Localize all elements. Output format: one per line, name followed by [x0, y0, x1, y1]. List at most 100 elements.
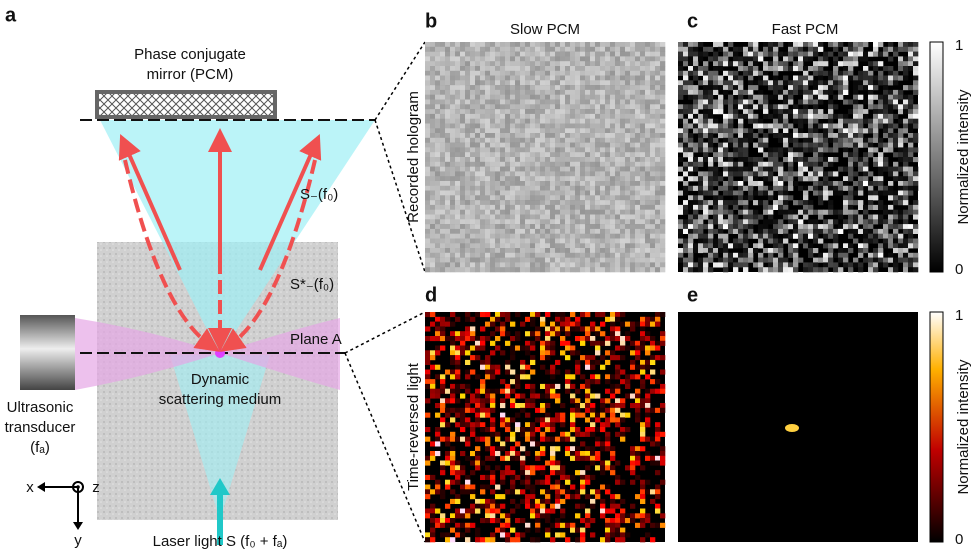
- pixel: [878, 234, 883, 239]
- pixel: [590, 114, 595, 119]
- pixel: [550, 52, 555, 57]
- pixel: [858, 133, 863, 138]
- pixel: [798, 52, 803, 57]
- pixel: [878, 100, 883, 105]
- pixel: [803, 80, 808, 85]
- pixel: [510, 80, 515, 85]
- pixel: [490, 248, 495, 253]
- pixel: [495, 186, 500, 191]
- pixel: [733, 253, 738, 258]
- pixel: [445, 80, 450, 85]
- pixel: [763, 138, 768, 143]
- pixel: [480, 42, 485, 47]
- pixel: [560, 171, 565, 176]
- pixel: [510, 224, 515, 229]
- pixel: [688, 215, 693, 220]
- pixel: [645, 80, 650, 85]
- pixel: [803, 200, 808, 205]
- pixel: [590, 360, 595, 365]
- pixel: [838, 267, 843, 272]
- pixel: [580, 253, 585, 258]
- pixel: [555, 114, 560, 119]
- pixel: [718, 47, 723, 52]
- pixel: [635, 191, 640, 196]
- pixel: [425, 210, 430, 215]
- medium-label: Dynamic: [191, 371, 250, 388]
- pixel: [753, 157, 758, 162]
- pixel: [903, 258, 908, 263]
- pixel: [883, 262, 888, 267]
- pixel: [778, 191, 783, 196]
- pixel: [630, 90, 635, 95]
- pixel: [848, 61, 853, 66]
- pixel: [460, 417, 465, 422]
- pixel: [743, 157, 748, 162]
- pixel: [813, 248, 818, 253]
- pixel: [600, 157, 605, 162]
- pixel: [650, 171, 655, 176]
- pixel: [530, 181, 535, 186]
- pixel: [480, 427, 485, 432]
- pixel: [460, 186, 465, 191]
- pixel: [718, 162, 723, 167]
- pixel: [530, 42, 535, 47]
- pixel: [843, 124, 848, 129]
- pixel: [570, 312, 575, 317]
- pixel: [525, 171, 530, 176]
- pixel: [430, 394, 435, 399]
- pixel: [913, 176, 918, 181]
- pixel: [868, 267, 873, 272]
- pixel: [545, 499, 550, 504]
- pixel: [465, 384, 470, 389]
- pixel: [465, 360, 470, 365]
- pixel: [425, 195, 430, 200]
- pixel: [873, 239, 878, 244]
- pixel: [465, 128, 470, 133]
- pixel: [445, 480, 450, 485]
- pixel: [585, 523, 590, 528]
- pixel: [550, 215, 555, 220]
- pixel: [480, 413, 485, 418]
- pixel: [738, 210, 743, 215]
- pixel: [585, 215, 590, 220]
- pixel: [883, 210, 888, 215]
- pixel: [863, 85, 868, 90]
- pixel: [485, 509, 490, 514]
- pixel: [838, 119, 843, 124]
- pixel: [460, 85, 465, 90]
- pixel: [430, 210, 435, 215]
- pixel: [475, 181, 480, 186]
- pixel: [655, 157, 660, 162]
- pixel: [575, 229, 580, 234]
- pixel: [510, 186, 515, 191]
- pixel: [465, 229, 470, 234]
- pixel: [733, 215, 738, 220]
- pixel: [650, 262, 655, 267]
- pixel: [650, 100, 655, 105]
- pixel: [570, 85, 575, 90]
- pixel: [565, 341, 570, 346]
- pixel: [465, 528, 470, 533]
- pixel: [908, 85, 913, 90]
- pixel: [828, 162, 833, 167]
- pixel: [580, 441, 585, 446]
- pixel: [525, 124, 530, 129]
- pixel: [505, 532, 510, 537]
- pixel: [713, 248, 718, 253]
- pixel: [495, 85, 500, 90]
- pixel: [898, 186, 903, 191]
- pixel: [575, 200, 580, 205]
- pixel: [718, 80, 723, 85]
- pixel: [733, 138, 738, 143]
- pixel: [575, 224, 580, 229]
- pixel: [565, 370, 570, 375]
- pixel: [713, 210, 718, 215]
- pixel: [535, 253, 540, 258]
- pixel: [435, 248, 440, 253]
- pixel: [455, 234, 460, 239]
- pixel: [545, 80, 550, 85]
- pixel: [540, 191, 545, 196]
- pixel: [465, 389, 470, 394]
- pixel: [580, 475, 585, 480]
- pixel: [640, 138, 645, 143]
